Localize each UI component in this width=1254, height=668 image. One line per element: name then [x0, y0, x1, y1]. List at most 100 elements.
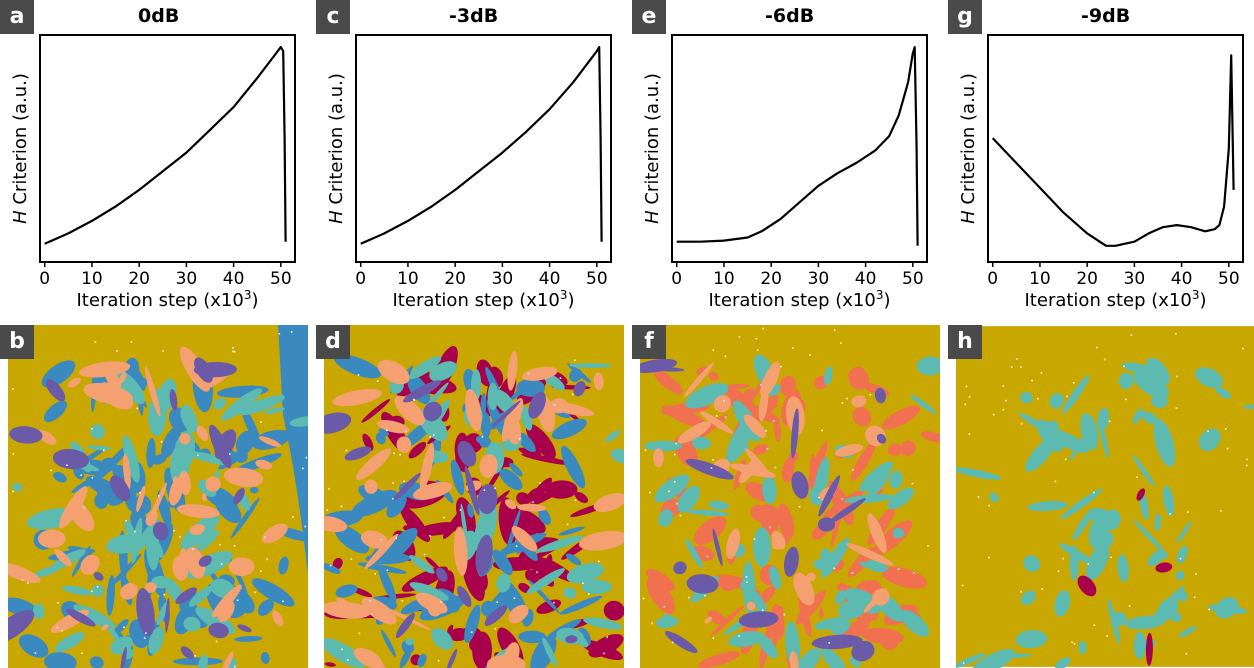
map-speckle	[1193, 596, 1196, 599]
map-region	[640, 358, 678, 373]
map-speckle	[254, 591, 256, 594]
map-speckle	[1041, 588, 1043, 590]
map-region	[881, 405, 921, 430]
map-region	[377, 359, 410, 385]
map-region	[503, 642, 520, 668]
map-region	[183, 616, 201, 632]
map-region	[144, 366, 161, 417]
map-speckle	[1087, 563, 1090, 565]
map-region	[517, 503, 547, 512]
map-region	[465, 389, 482, 432]
map-region	[334, 525, 370, 554]
map-region	[475, 534, 493, 576]
map-region	[178, 471, 191, 496]
map-region	[95, 481, 115, 509]
map-region	[1154, 513, 1162, 531]
map-speckle	[962, 662, 965, 664]
map-region	[475, 435, 489, 445]
map-region	[18, 634, 49, 658]
map-speckle	[496, 601, 499, 603]
map-speckle	[494, 627, 496, 630]
map-region	[783, 546, 799, 577]
chart-panel-a: a 0dB 0 10 20 30 40 50 Iteration step (x103) H …	[0, 0, 310, 325]
x-tick-label: 50	[1218, 269, 1240, 289]
map-region	[821, 647, 846, 668]
x-axis-label-text: Iteration step (x10	[1025, 290, 1192, 311]
map-region	[1198, 428, 1221, 452]
map-region	[685, 383, 729, 409]
map-speckle	[1106, 635, 1108, 637]
map-speckle	[841, 402, 844, 404]
map-region	[593, 372, 604, 390]
map-region	[1153, 419, 1176, 467]
map-region	[113, 619, 129, 635]
y-axis-label-italic: H	[326, 210, 347, 224]
map-region	[1207, 604, 1248, 615]
map-speckle	[927, 545, 929, 547]
map-region	[405, 638, 415, 646]
map-region	[850, 441, 876, 481]
map-region	[104, 368, 122, 390]
map-speckle	[229, 453, 231, 455]
map-region	[834, 444, 864, 457]
x-axis-label-close: )	[251, 290, 258, 311]
map-region	[726, 528, 741, 560]
map-speckle	[603, 652, 605, 655]
map-region	[1133, 631, 1146, 660]
map-speckle	[1123, 365, 1125, 368]
panel-letter-badge: b	[0, 325, 34, 359]
map-speckle	[1072, 381, 1075, 384]
map-region	[467, 503, 474, 518]
map-region	[93, 572, 104, 581]
chart-panel-e: e -6dB 0 10 20 30 40 50 Iteration step (x103) H…	[632, 0, 942, 325]
map-speckle	[571, 393, 574, 396]
map-speckle	[305, 456, 308, 459]
map-region	[334, 354, 382, 379]
line-chart-svg: 0 10 20 30 40 50 Iteration step (x103) H Criter…	[326, 34, 612, 311]
map-region	[241, 405, 263, 449]
map-speckle	[1246, 458, 1248, 461]
map-region	[846, 543, 894, 566]
map-region	[230, 497, 260, 539]
map-region	[1195, 367, 1223, 388]
map-region	[361, 597, 397, 625]
map-region	[179, 433, 191, 445]
map-speckle	[116, 350, 118, 352]
map-region	[742, 388, 754, 402]
x-axis-label: Iteration step (x103)	[709, 288, 891, 311]
map-region	[525, 488, 541, 503]
x-tick-label: 40	[855, 269, 877, 289]
y-axis-label-text: Criterion (a.u.)	[642, 73, 663, 210]
map-region	[646, 576, 675, 615]
map-region	[9, 426, 43, 444]
x-tick-label: 30	[492, 269, 514, 289]
map-region	[1175, 570, 1185, 580]
map-speckle	[1002, 385, 1005, 387]
map-region	[1098, 418, 1110, 459]
map-speckle	[27, 582, 29, 584]
x-tick-label: 30	[1124, 269, 1146, 289]
map-region	[106, 534, 144, 554]
map-region	[653, 448, 664, 468]
map-region	[8, 610, 35, 644]
map-speckle	[12, 490, 14, 493]
map-speckle	[80, 474, 82, 476]
map-region	[528, 484, 567, 507]
map-region	[844, 494, 894, 504]
map-region	[80, 555, 100, 575]
map-region	[255, 459, 273, 470]
map-region	[1162, 485, 1175, 517]
map-speckle	[1096, 346, 1098, 349]
map-speckle	[679, 514, 682, 517]
map-speckle	[745, 576, 748, 578]
map-region	[522, 366, 558, 381]
map-region	[289, 433, 308, 446]
map-region	[205, 476, 221, 492]
map-speckle	[897, 568, 900, 570]
map-region	[509, 463, 523, 477]
map-region	[124, 520, 134, 537]
map-region	[446, 648, 458, 668]
map-speckle	[977, 496, 980, 498]
map-speckle	[233, 545, 236, 547]
map-region	[234, 636, 263, 642]
